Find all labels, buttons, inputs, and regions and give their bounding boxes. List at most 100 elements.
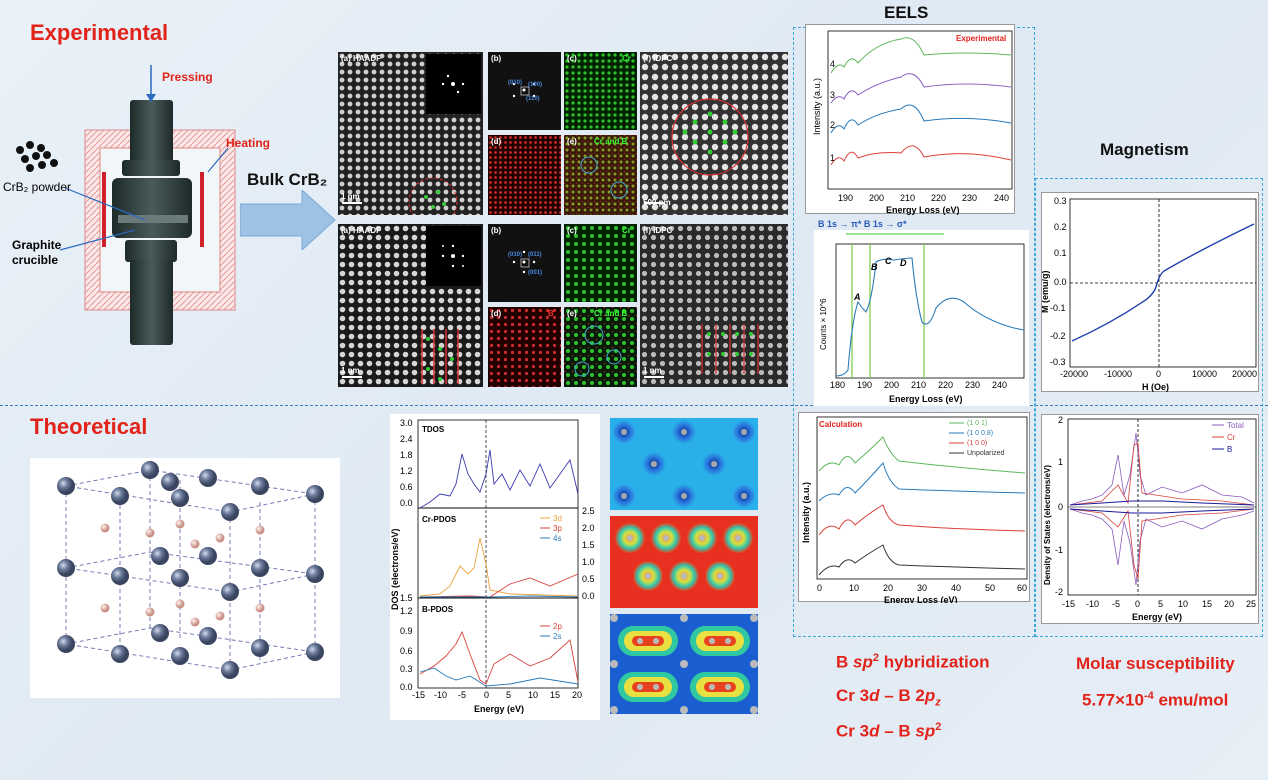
- eels-calc-legend-3: Unpolarized: [967, 450, 1004, 457]
- cr-map-bottom-label: (c): [567, 226, 577, 235]
- dos-calc-xtick-2: -5: [1112, 599, 1120, 609]
- charge-map-2: [610, 516, 758, 608]
- dos-panel: TDOS Cr-PDOS 3d 3p 4s B-PDOS 2p 2s 3.0 2…: [390, 414, 600, 720]
- dos-calc-xtick-4: 5: [1158, 599, 1163, 609]
- dos-cr-legend-2: 4s: [553, 534, 561, 543]
- eels-heading: EELS: [884, 3, 929, 22]
- dos-xtick-6: 15: [550, 690, 560, 700]
- mag-ytick-6: -0.3: [1050, 357, 1066, 367]
- cr-map-top-label: (c): [567, 54, 577, 63]
- conclusion-sp2: B sp2 hybridization: [836, 652, 990, 672]
- b-map-top-label: (d): [491, 137, 502, 146]
- mag-ytick-2: 0.1: [1054, 248, 1067, 258]
- overlay-bottom-label: (e): [567, 309, 577, 318]
- dos-xtick-3: 0: [484, 690, 489, 700]
- eels-b-xtick-1: 190: [857, 380, 872, 390]
- idpc-top-scale: 500 pm: [643, 198, 671, 207]
- dos-xtick-2: -5: [458, 690, 466, 700]
- experimental-heading: Experimental: [30, 20, 169, 45]
- idpc-top-label: (f) iDPC: [643, 54, 673, 63]
- eels-exp-xtick-4: 230: [962, 193, 977, 203]
- overlay-bottom-tag: Cr and B: [594, 309, 628, 318]
- eels-calc-xtick-4: 40: [951, 583, 961, 593]
- mag-xlabel: H (Oe): [1142, 382, 1169, 392]
- dos-cr-label: Cr-PDOS: [422, 515, 457, 524]
- dos-b-ytick-0: 1.2: [400, 606, 413, 616]
- dos-b-ytick-3: 0.3: [400, 664, 413, 674]
- eels-curve-4: 4: [830, 59, 835, 69]
- dos-cr-ytick-3: 1.0: [582, 557, 595, 567]
- b-map-top: (d): [488, 135, 561, 215]
- dos-calc-xtick-8: 25: [1246, 599, 1256, 609]
- cr-map-bottom-tag: Cr: [622, 226, 631, 235]
- idpc-bottom-label: (f) iDPC: [643, 226, 673, 235]
- dos-xtick-5: 10: [528, 690, 538, 700]
- dos-xtick-7: 20: [572, 690, 582, 700]
- b-map-bottom-tag: B: [548, 309, 554, 318]
- dos-tdos-ytick-4: 0.6: [400, 482, 413, 492]
- dos-cr-legend-1: 3p: [553, 524, 562, 533]
- eels-exp-xtick-0: 190: [838, 193, 853, 203]
- cr-map-top: (c) Cr: [564, 52, 637, 130]
- dos-b-legend-1: 2s: [553, 632, 561, 641]
- press-apparatus: [0, 60, 340, 360]
- mag-xtick-4: 20000: [1232, 369, 1257, 379]
- dos-cr-ytick-1: 2.0: [582, 523, 595, 533]
- dos-calc-ytick-3: -1: [1055, 545, 1063, 555]
- dos-calc-xlabel: Energy (eV): [1132, 612, 1182, 622]
- dos-calc-panel: Total Cr B 2 1 0 -1 -2 -15 -10 -5 0 5 10…: [1041, 414, 1259, 624]
- dos-tdos-ytick-2: 1.8: [400, 450, 413, 460]
- dos-cr-left-tick: 1.5: [400, 593, 413, 603]
- eels-calc-xtick-3: 30: [917, 583, 927, 593]
- dos-xtick-0: -15: [412, 690, 425, 700]
- charge-map-3: [610, 614, 758, 714]
- conclusion-cr3d-bsp2: Cr 3d – B sp2: [836, 721, 942, 741]
- dos-calc-xtick-5: 10: [1178, 599, 1188, 609]
- micro-row-top: (a) HAADF 1 nm (b) (010) (100) (110) (c)…: [338, 52, 788, 215]
- dos-xtick-1: -10: [434, 690, 447, 700]
- dos-calc-xtick-0: -15: [1062, 599, 1075, 609]
- eels-exp-xlabel: Energy Loss (eV): [886, 205, 960, 215]
- dos-calc-ytick-1: 1: [1058, 457, 1063, 467]
- bulk-arrow: [239, 188, 340, 255]
- eels-exp-xtick-3: 220: [931, 193, 946, 203]
- eels-peak-d: D: [900, 258, 907, 268]
- dos-cr-legend-0: 3d: [553, 514, 562, 523]
- bulk-label: Bulk CrB₂: [247, 170, 328, 189]
- eels-b-header: B 1s → π* B 1s → σ*: [818, 219, 907, 229]
- mag-xtick-1: -10000: [1104, 369, 1132, 379]
- eels-experimental-panel: 1 2 3 4 Experimental 190 200 210 220 230…: [805, 24, 1015, 215]
- crucible-label-1: Graphite: [12, 238, 62, 252]
- eels-calc-xlabel: Energy Loss (eV): [884, 595, 958, 603]
- eels-b-xtick-6: 240: [992, 380, 1007, 390]
- dos-tdos-label: TDOS: [422, 425, 445, 434]
- eels-b-edge-panel: B 1s → π* B 1s → σ* A B C D 180 190 200 …: [814, 216, 1029, 406]
- eels-curve-1: 1: [830, 153, 835, 163]
- mag-xtick-3: 10000: [1192, 369, 1217, 379]
- heating-label: Heating: [226, 136, 271, 150]
- dos-cr-ytick-5: 0.0: [582, 591, 595, 601]
- eels-curve-2: 2: [830, 120, 835, 130]
- dos-tdos-ytick-0: 3.0: [400, 418, 413, 428]
- fft-bottom-idx3: (001): [528, 270, 543, 276]
- dos-tdos-ytick-1: 2.4: [400, 434, 413, 444]
- theoretical-heading: Theoretical: [30, 414, 148, 439]
- eels-exp-legend: Experimental: [956, 34, 1006, 43]
- dos-b-ytick-2: 0.6: [400, 646, 413, 656]
- magnetism-heading: Magnetism: [1100, 140, 1189, 159]
- idpc-bottom-scale: 1 nm: [643, 366, 662, 375]
- eels-b-ylabel: Counts × 10^6: [819, 298, 828, 350]
- eels-calc-xtick-1: 10: [849, 583, 859, 593]
- overlay-top-tag: Cr and B: [594, 137, 628, 146]
- idpc-bottom-image: (f) iDPC 1 nm: [640, 224, 788, 387]
- charge-map-1: [610, 418, 758, 510]
- dos-b-ytick-1: 0.9: [400, 626, 413, 636]
- mag-ytick-4: -0.1: [1050, 303, 1066, 313]
- mag-xtick-0: -20000: [1060, 369, 1088, 379]
- fft-top-image: (b) (010) (100) (110): [488, 52, 561, 130]
- mag-xtick-2: 0: [1156, 369, 1161, 379]
- eels-b-xtick-0: 180: [830, 380, 845, 390]
- crystal-structure: [30, 458, 340, 698]
- conclusion-cr3d-b2pz: Cr 3d – B 2pz: [836, 686, 941, 709]
- eels-exp-xtick-1: 200: [869, 193, 884, 203]
